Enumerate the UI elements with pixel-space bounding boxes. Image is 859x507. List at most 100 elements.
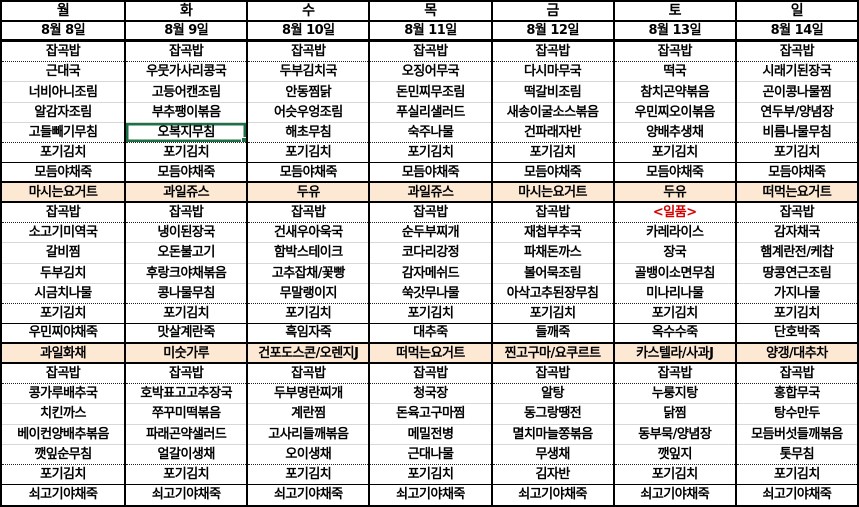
menu-cell[interactable]: 쇠고기야채죽 — [396, 487, 465, 503]
snack-cell[interactable]: 떠먹는요거트 — [736, 183, 857, 204]
menu-cell[interactable]: 떡갈비조림 — [492, 82, 613, 103]
menu-cell[interactable]: 비름나물무침 — [736, 123, 857, 143]
menu-cell[interactable]: 모듬야채죽 — [370, 163, 491, 184]
menu-cell[interactable]: 우민찌야채죽 — [2, 324, 125, 345]
date-cell[interactable]: 8월 12일 — [492, 22, 613, 43]
menu-cell[interactable]: 홍합무국 — [736, 384, 857, 405]
menu-cell[interactable]: 카레라이스 — [614, 223, 735, 244]
menu-cell[interactable]: 잡곡밥 — [370, 42, 491, 63]
menu-cell[interactable]: 단호박죽 — [736, 324, 857, 345]
day-header-cell[interactable]: 토 — [614, 2, 735, 23]
date-cell[interactable]: 8월 10일 — [248, 22, 369, 43]
menu-cell[interactable]: 오돈불고기 — [126, 243, 247, 264]
menu-cell[interactable]: 쑥갓무나물 — [370, 284, 491, 304]
selected-cell[interactable]: 오복지무침 — [126, 123, 247, 143]
menu-cell[interactable]: 너비아니조림 — [2, 82, 125, 103]
menu-cell[interactable]: 모듬버섯들깨볶음 — [736, 425, 857, 445]
menu-cell[interactable]: 코다리강정 — [370, 243, 491, 264]
menu-cell[interactable]: <일품> — [614, 203, 735, 224]
menu-cell[interactable]: 흑임자죽 — [248, 324, 369, 345]
menu-cell[interactable]: 쇠고기야채죽 — [518, 487, 588, 503]
menu-cell[interactable]: 누룽지탕 — [614, 384, 735, 405]
snack-cell[interactable]: 마시는요거트 — [2, 183, 125, 204]
day-header-cell[interactable]: 수 — [248, 2, 369, 23]
snack-cell[interactable]: 찐고구마/요쿠르트 — [492, 344, 613, 365]
menu-cell[interactable]: 고사리들깨볶음 — [248, 425, 369, 445]
menu-cell[interactable]: 잡곡밥 — [248, 364, 369, 385]
menu-cell[interactable]: 잡곡밥 — [614, 364, 735, 385]
menu-cell[interactable]: 잡곡밥 — [2, 364, 125, 385]
menu-cell[interactable]: 새송이굴소스볶음 — [492, 103, 613, 123]
date-cell[interactable]: 8월 9일 — [126, 22, 247, 43]
menu-cell[interactable]: 두부김치국 — [248, 62, 369, 83]
menu-cell[interactable]: 콩나물무침 — [126, 284, 247, 304]
snack-cell[interactable]: 건포도스콘/오렌지J — [248, 344, 369, 365]
menu-cell[interactable]: 건새우아욱국 — [248, 223, 369, 244]
menu-cell[interactable]: 건파래자반 — [492, 123, 613, 143]
date-cell[interactable]: 8월 13일 — [614, 22, 735, 43]
menu-cell[interactable]: 소고기미역국 — [2, 223, 125, 244]
day-header-cell[interactable]: 월 — [2, 2, 125, 23]
menu-cell[interactable]: 고등어캔조림 — [126, 82, 247, 103]
menu-cell[interactable]: 쇠고기야채죽 — [640, 487, 710, 503]
menu-cell[interactable]: 모듬야채죽 — [492, 163, 613, 184]
snack-cell[interactable]: 두유 — [614, 183, 735, 204]
menu-cell[interactable]: 모듬야채죽 — [736, 163, 857, 184]
menu-cell[interactable]: 메밀전병 — [370, 425, 491, 445]
menu-cell[interactable]: 모듬야채죽 — [2, 163, 125, 184]
menu-cell[interactable]: 동그랑땡전 — [492, 404, 613, 425]
menu-cell[interactable]: 쭈꾸미떡볶음 — [126, 404, 247, 425]
menu-cell[interactable]: 깻잎지 — [614, 445, 735, 465]
snack-cell[interactable]: 카스텔라/사과J — [614, 344, 735, 365]
menu-cell[interactable]: 잡곡밥 — [2, 203, 125, 224]
day-header-cell[interactable]: 금 — [492, 2, 613, 23]
menu-cell[interactable]: 숙주나물 — [370, 123, 491, 143]
menu-cell[interactable]: 모듬야채죽 — [614, 163, 735, 184]
menu-cell[interactable]: 포기김치 — [492, 143, 613, 163]
snack-cell[interactable]: 두유 — [248, 183, 369, 204]
menu-cell[interactable]: 맛살계란죽 — [126, 324, 247, 345]
menu-cell[interactable]: 무말랭이지 — [248, 284, 369, 304]
menu-cell[interactable]: 함박스테이크 — [248, 243, 369, 264]
menu-cell[interactable]: 잡곡밥 — [126, 203, 247, 224]
menu-cell[interactable]: 포기김치 — [736, 465, 857, 485]
menu-cell[interactable]: 톳무침 — [736, 445, 857, 465]
menu-cell[interactable]: 모듬야채죽 — [126, 163, 247, 184]
menu-cell[interactable]: 대추죽 — [370, 324, 491, 345]
menu-cell[interactable]: 고들빼기무침 — [2, 123, 125, 143]
menu-cell[interactable]: 가지나물 — [736, 284, 857, 304]
menu-cell[interactable]: 잡곡밥 — [248, 203, 369, 224]
menu-cell[interactable]: 감자채국 — [736, 223, 857, 244]
menu-cell[interactable]: 골뱅이소면무침 — [614, 264, 735, 284]
date-cell[interactable]: 8월 14일 — [736, 22, 857, 43]
menu-cell[interactable]: 콩가루배추국 — [2, 384, 125, 405]
menu-cell[interactable]: 잡곡밥 — [126, 42, 247, 63]
menu-cell[interactable]: 오징어무국 — [370, 62, 491, 83]
menu-cell[interactable]: 잡곡밥 — [126, 364, 247, 385]
menu-cell[interactable]: 알감자조림 — [2, 103, 125, 123]
menu-cell[interactable]: 베이컨양배추볶음 — [2, 425, 125, 445]
menu-cell[interactable]: 포기김치 — [126, 143, 247, 163]
menu-cell[interactable]: 연두부/양념장 — [736, 103, 857, 123]
menu-cell[interactable]: 계란찜 — [248, 404, 369, 425]
menu-cell[interactable]: 포기김치 — [126, 465, 247, 485]
menu-cell[interactable]: 우민찌오이볶음 — [614, 103, 735, 123]
menu-cell[interactable]: 잡곡밥 — [492, 364, 613, 385]
menu-cell[interactable]: 잡곡밥 — [736, 364, 857, 385]
menu-cell[interactable]: 깻잎순무침 — [2, 445, 125, 465]
menu-cell[interactable]: 포기김치 — [126, 304, 247, 324]
menu-cell[interactable]: 포기김치 — [614, 304, 735, 324]
menu-cell[interactable]: 청국장 — [370, 384, 491, 405]
menu-cell[interactable]: 동부묵/양념장 — [614, 425, 735, 445]
menu-cell[interactable]: 포기김치 — [614, 143, 735, 163]
menu-cell[interactable]: 알탕 — [492, 384, 613, 405]
menu-cell[interactable]: 포기김치 — [2, 304, 125, 324]
menu-cell[interactable]: 근대국 — [2, 62, 125, 83]
menu-cell[interactable]: 다시마무국 — [492, 62, 613, 83]
menu-cell[interactable]: 포기김치 — [248, 465, 369, 485]
menu-cell[interactable]: 탕수만두 — [736, 404, 857, 425]
menu-cell[interactable]: 순두부찌개 — [370, 223, 491, 244]
menu-cell[interactable]: 후랑크야채볶음 — [126, 264, 247, 284]
menu-cell[interactable]: 포기김치 — [736, 304, 857, 324]
menu-cell[interactable]: 미나리나물 — [614, 284, 735, 304]
